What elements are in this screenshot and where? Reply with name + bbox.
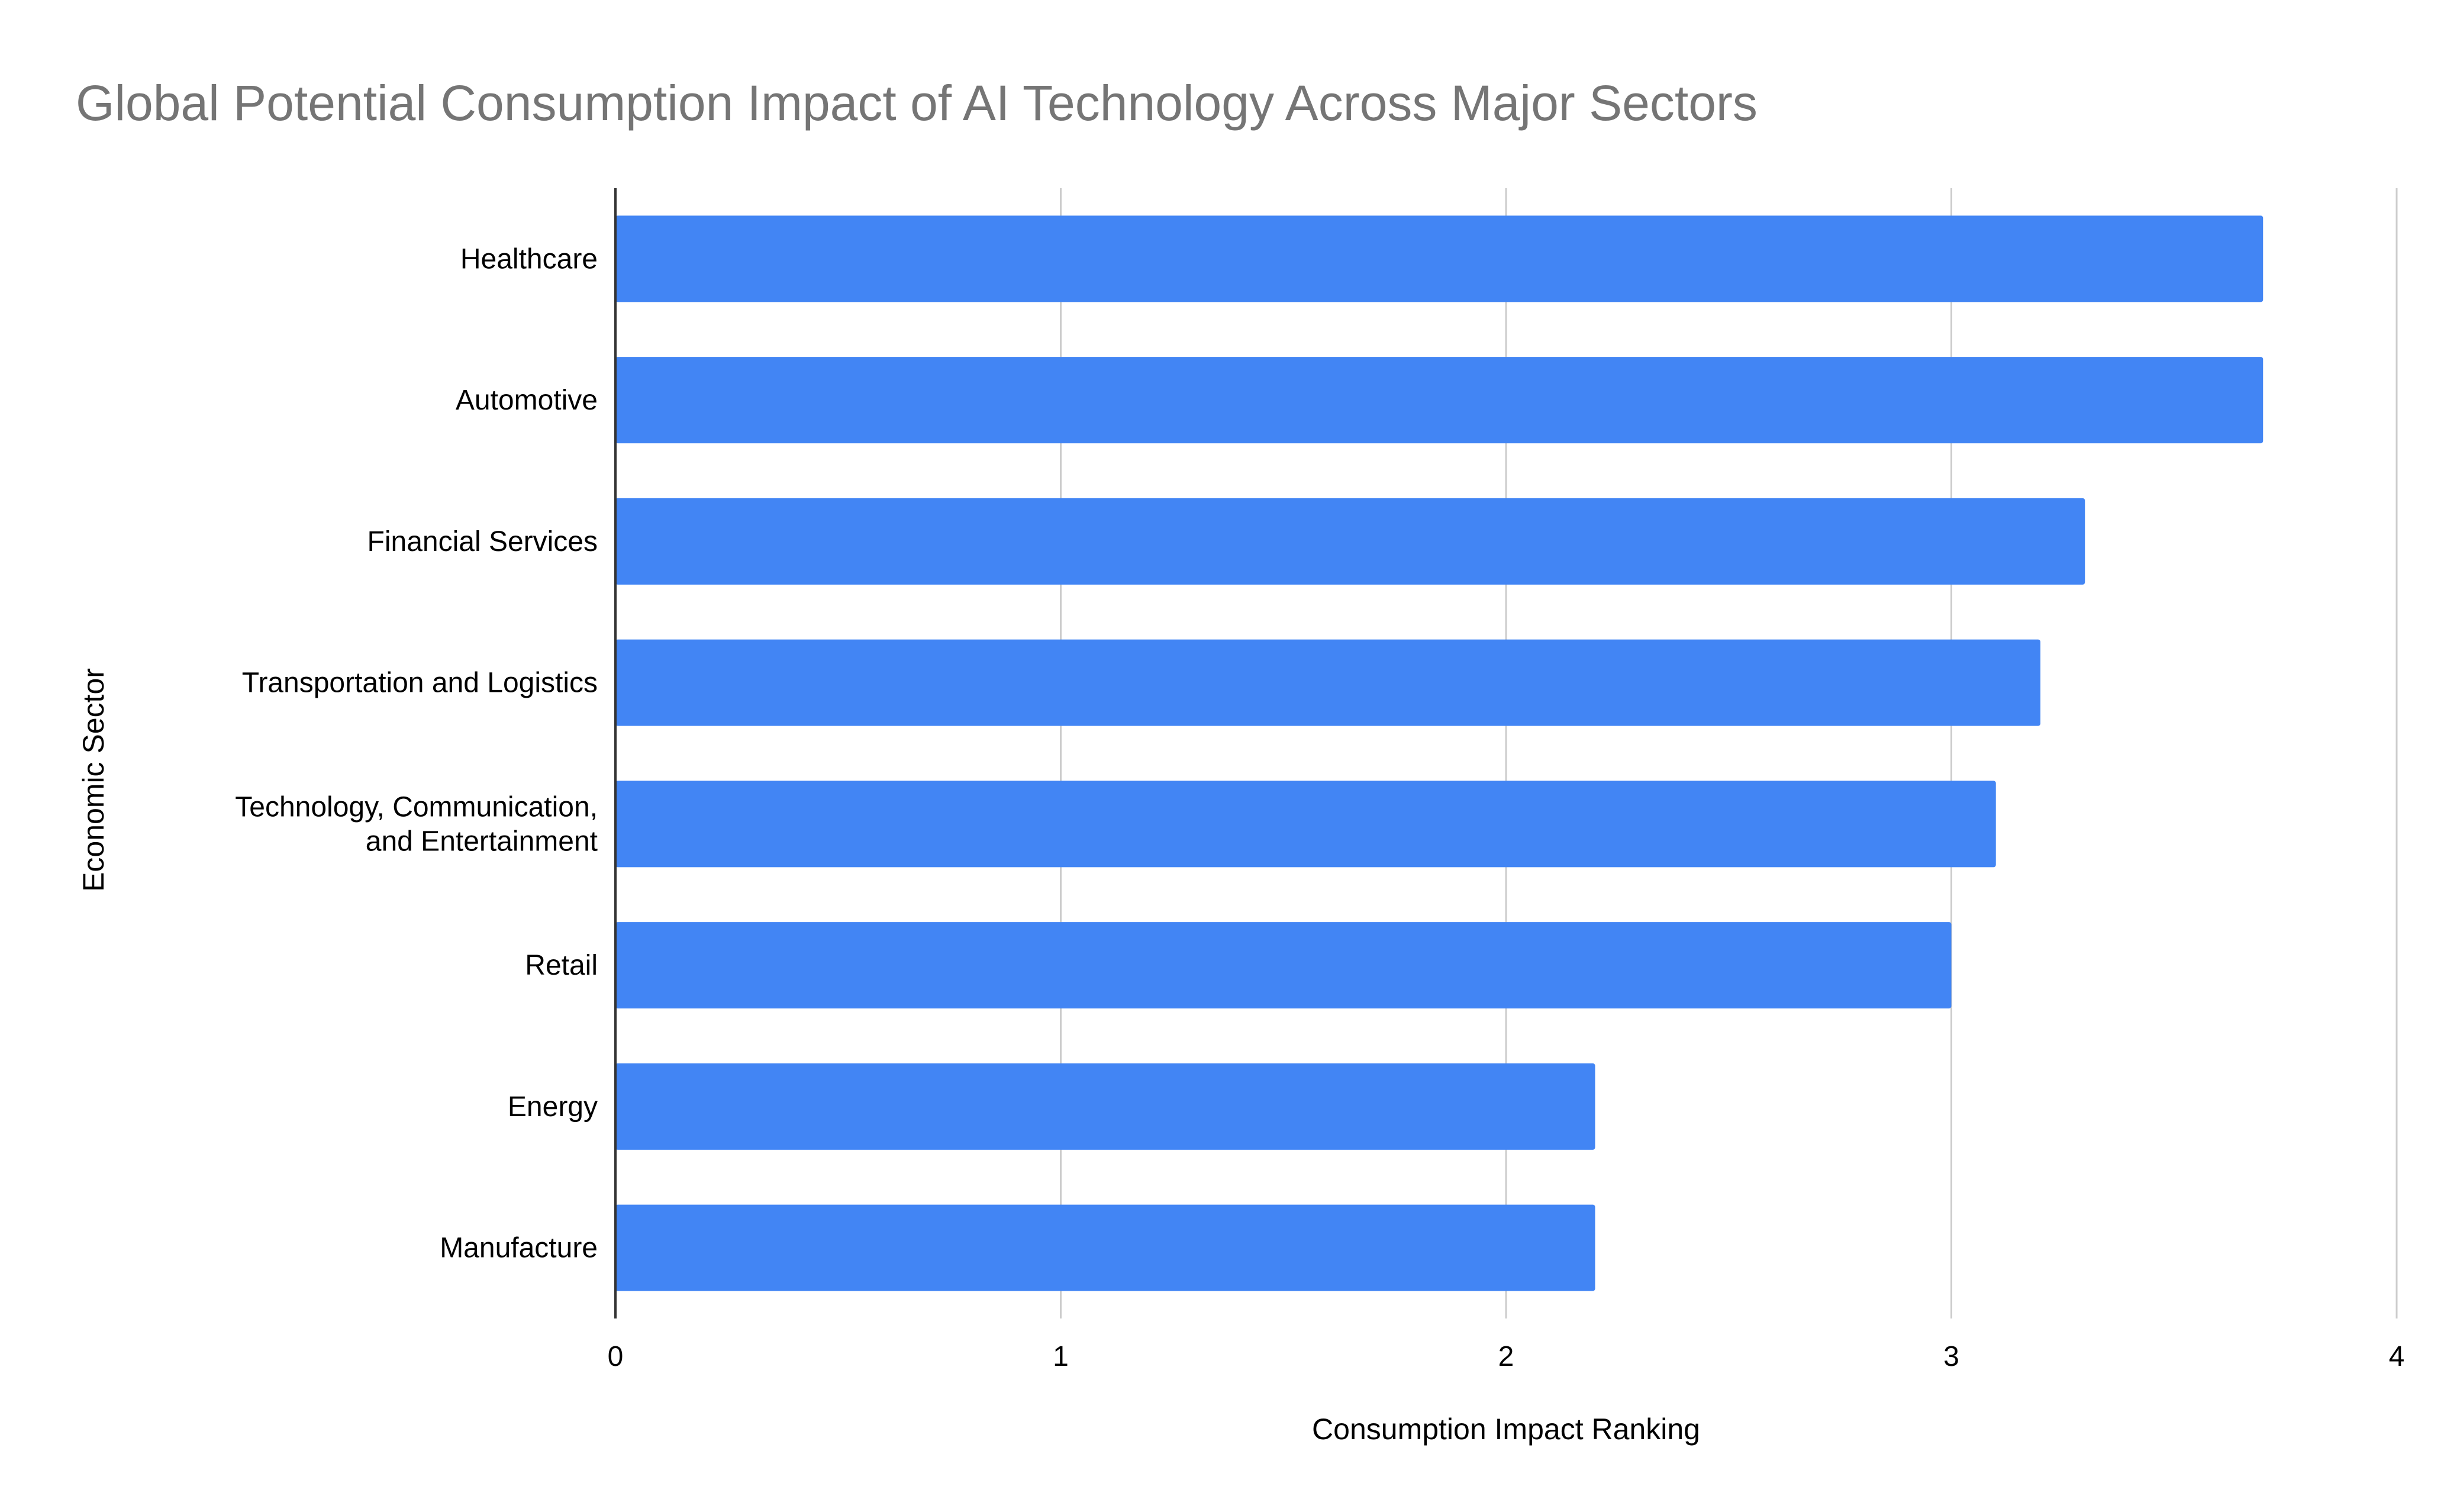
category-label-line: Healthcare — [460, 243, 598, 275]
x-tick-label: 2 — [1498, 1341, 1514, 1372]
category-label: Technology, Communication, and Entertainm… — [235, 791, 598, 857]
bar-3 — [615, 498, 2085, 585]
category-label: Retail — [525, 950, 598, 981]
bar-8 — [615, 1204, 1595, 1291]
category-label-line: Financial Services — [367, 526, 598, 557]
category-label: Automotive — [456, 385, 598, 416]
category-label-line: and Entertainment — [366, 826, 598, 857]
bar-5 — [615, 781, 1996, 868]
x-tick-label: 4 — [2389, 1341, 2405, 1372]
category-label: Energy — [508, 1091, 598, 1122]
y-axis-title: Economic Sector — [77, 668, 110, 892]
bar-2 — [615, 357, 2264, 444]
bar-4 — [615, 639, 2040, 726]
category-label-line: Technology, Communication, — [235, 791, 598, 823]
bar-7 — [615, 1063, 1595, 1150]
category-label-line: Energy — [508, 1091, 598, 1122]
bar-1 — [615, 215, 2264, 302]
chart-title: Global Potential Consumption Impact of A… — [76, 75, 1758, 131]
category-label-line: Transportation and Logistics — [242, 667, 598, 698]
x-tick-label: 3 — [1943, 1341, 1959, 1372]
category-label: Healthcare — [460, 243, 598, 275]
category-label-line: Retail — [525, 950, 598, 981]
category-label-line: Automotive — [456, 385, 598, 416]
x-tick-label: 1 — [1053, 1341, 1069, 1372]
category-label: Manufacture — [440, 1232, 598, 1263]
category-label: Financial Services — [367, 526, 598, 557]
bar-6 — [615, 922, 1952, 1009]
category-label-line: Manufacture — [440, 1232, 598, 1263]
x-axis-title: Consumption Impact Ranking — [1312, 1413, 1700, 1446]
category-label: Transportation and Logistics — [242, 667, 598, 698]
x-tick-label: 0 — [608, 1341, 624, 1372]
